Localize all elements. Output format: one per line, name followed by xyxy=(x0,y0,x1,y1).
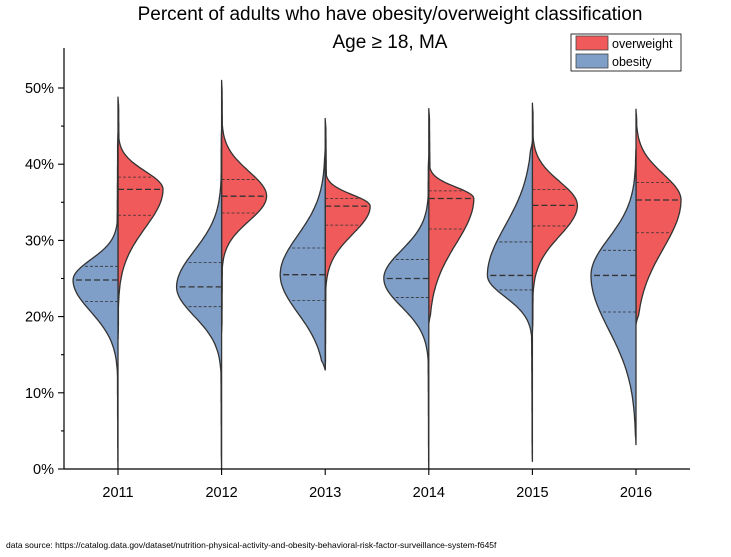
chart-title: Percent of adults who have obesity/overw… xyxy=(137,4,643,25)
y-tick-label-50: 50% xyxy=(25,81,54,97)
violin-obesity-2013 xyxy=(279,148,326,371)
x-tick-label-2013: 2013 xyxy=(309,485,341,501)
violin-obesity-2014 xyxy=(383,155,430,470)
violin-obesity-2012 xyxy=(175,129,223,470)
legend-swatch-obesity xyxy=(575,53,609,69)
x-tick-label-2015: 2015 xyxy=(516,485,548,501)
x-tick-label-2012: 2012 xyxy=(205,485,237,501)
violin-layer xyxy=(72,79,682,470)
x-tick-label-2016: 2016 xyxy=(620,485,652,501)
x-tick-label-2014: 2014 xyxy=(413,485,445,501)
y-tick-label-30: 30% xyxy=(25,233,54,249)
y-tick-label-0: 0% xyxy=(33,462,54,478)
violin-overweight-2014 xyxy=(428,107,475,325)
violin-overweight-2016 xyxy=(635,108,682,325)
violin-obesity-2016 xyxy=(590,148,637,446)
y-tick-label-20: 20% xyxy=(25,310,54,326)
legend-label-overweight: overweight xyxy=(612,37,673,51)
violin-obesity-2015 xyxy=(486,140,534,463)
legend: overweight obesity xyxy=(570,33,682,72)
violin-overweight-2012 xyxy=(220,79,268,333)
data-source-note: data source: https://catalog.data.gov/da… xyxy=(6,540,497,550)
legend-label-obesity: obesity xyxy=(612,55,652,69)
legend-swatch-overweight xyxy=(575,35,609,51)
y-tick-label-10: 10% xyxy=(25,386,54,402)
violin-overweight-2015 xyxy=(531,102,579,333)
x-tick-label-2011: 2011 xyxy=(102,485,133,501)
chart-subtitle: Age ≥ 18, MA xyxy=(332,32,448,53)
y-tick-label-40: 40% xyxy=(25,157,54,173)
violin-overweight-2013 xyxy=(324,117,371,371)
violin-overweight-2011 xyxy=(117,96,164,341)
axes-layer: 0% 10% 20% 30% 40% 50% 2011 2012 2013 2014 2015 201… xyxy=(25,48,690,501)
